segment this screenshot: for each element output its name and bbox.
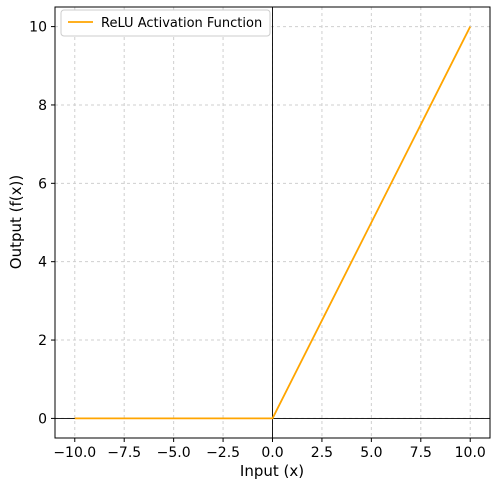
x-tick-label: 2.5 (311, 445, 333, 461)
reference-lines (55, 7, 490, 438)
x-tick-label: −5.0 (157, 445, 191, 461)
y-tick-label: 6 (38, 176, 47, 192)
series-layer (74, 26, 472, 420)
y-tick-label: 8 (38, 98, 47, 114)
x-tick-label: 7.5 (410, 445, 432, 461)
x-tick-label: −7.5 (107, 445, 141, 461)
legend: ReLU Activation Function (60, 9, 271, 37)
y-axis-label: Output (f(x)) (7, 175, 25, 269)
legend-label: ReLU Activation Function (101, 16, 262, 31)
x-axis-label: Input (x) (240, 462, 304, 480)
legend-box (60, 9, 271, 37)
x-axis-ticks: −10.0 −7.5 −5.0 −2.5 0.0 2.5 5.0 7.5 10.0 (53, 438, 486, 461)
x-tick-label: −10.0 (53, 445, 96, 461)
y-axis-ticks: 0 2 4 6 8 10 (29, 20, 55, 427)
y-tick-label: 10 (29, 20, 47, 36)
x-tick-label: 10.0 (455, 445, 486, 461)
x-tick-label: 0.0 (261, 445, 283, 461)
y-tick-label: 2 (38, 333, 47, 349)
y-tick-label: 0 (38, 411, 47, 427)
x-tick-label: −2.5 (206, 445, 240, 461)
x-tick-label: 5.0 (360, 445, 382, 461)
y-tick-label: 4 (38, 255, 47, 271)
series-line (74, 26, 472, 420)
